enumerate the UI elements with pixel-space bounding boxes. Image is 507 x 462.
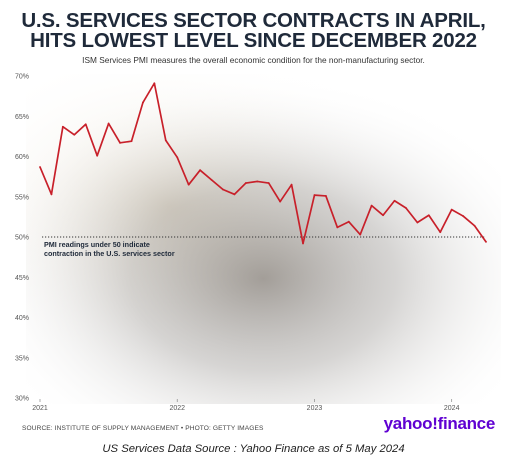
y-axis: 30% 35% 40% 45% 50% 55% 60% 65% 70% — [15, 74, 29, 403]
pmi-data-point — [382, 214, 384, 217]
x-axis: 2021 2022 2023 2024 — [32, 399, 460, 412]
pmi-data-point — [393, 199, 396, 202]
chart-card: U.S. SERVICES SECTOR CONTRACTS IN APRIL,… — [6, 4, 501, 441]
pmi-data-point — [222, 188, 224, 191]
y-tick-label: 30% — [15, 396, 29, 403]
pmi-data-points — [39, 82, 487, 245]
pmi-data-point — [359, 233, 362, 236]
pmi-data-point — [39, 166, 41, 168]
annotation-line-1: PMI readings under 50 indicate — [44, 240, 150, 249]
pmi-line-chart: 30% 35% 40% 45% 50% 55% 60% 65% 70% 2021 2022 2023… — [15, 74, 501, 412]
pmi-data-point — [96, 154, 99, 157]
pmi-data-point — [187, 183, 190, 186]
pmi-data-point — [336, 226, 339, 229]
image-caption: US Services Data Source : Yahoo Finance … — [102, 443, 405, 455]
annotation-line-2: contraction in the U.S. services sector — [44, 249, 175, 258]
pmi-data-point — [244, 182, 247, 184]
chart-title-line-1: U.S. SERVICES SECTOR CONTRACTS IN APRIL, — [21, 9, 486, 32]
pmi-data-point — [164, 139, 167, 142]
y-tick-label: 45% — [15, 275, 29, 282]
x-tick-label: 2021 — [32, 405, 48, 412]
pmi-data-point — [153, 82, 156, 85]
yahoo-finance-logo: yahoo!finance — [383, 414, 496, 433]
y-tick-label: 55% — [15, 194, 29, 201]
pmi-data-point — [313, 194, 316, 197]
pmi-data-point — [324, 195, 327, 197]
pmi-data-point — [370, 204, 373, 207]
pmi-data-point — [485, 240, 487, 243]
x-tick-label: 2023 — [307, 405, 323, 412]
pmi-data-point — [267, 182, 270, 184]
y-tick-label: 60% — [15, 154, 29, 161]
pmi-data-point — [61, 125, 64, 128]
pmi-data-point — [233, 193, 236, 196]
pmi-data-point — [84, 123, 87, 126]
chart-title-line-2: HITS LOWEST LEVEL SINCE DECEMBER 2022 — [30, 29, 477, 52]
pmi-series-line — [39, 82, 487, 245]
pmi-data-point — [50, 193, 53, 196]
pmi-data-point — [119, 141, 121, 144]
pmi-data-point — [473, 224, 476, 227]
pmi-data-point — [290, 183, 293, 186]
y-tick-label: 35% — [15, 355, 29, 362]
pmi-data-point — [302, 242, 304, 245]
pmi-data-point — [210, 178, 213, 181]
background-photo — [26, 74, 501, 404]
pmi-data-point — [439, 231, 442, 234]
y-tick-label: 40% — [15, 315, 29, 322]
pmi-data-point — [176, 156, 179, 159]
pmi-data-point — [450, 208, 453, 211]
pmi-data-point — [130, 140, 133, 143]
pmi-data-point — [199, 169, 202, 172]
chart-subtitle: ISM Services PMI measures the overall ec… — [82, 55, 425, 65]
x-tick-label: 2022 — [169, 405, 185, 412]
y-tick-label: 65% — [15, 114, 29, 121]
pmi-data-point — [462, 215, 465, 217]
pmi-data-point — [107, 122, 110, 125]
pmi-data-point — [427, 214, 430, 217]
pmi-data-point — [279, 200, 282, 203]
pmi-data-point — [256, 180, 259, 183]
pmi-data-point — [405, 207, 407, 209]
y-tick-label: 70% — [15, 74, 29, 81]
x-tick-label: 2024 — [444, 405, 460, 412]
pmi-data-point — [347, 220, 350, 223]
pmi-data-point — [416, 221, 419, 224]
y-tick-label: 50% — [15, 235, 29, 242]
pmi-data-point — [142, 101, 144, 104]
source-credit: SOURCE: INSTITUTE OF SUPPLY MANAGEMENT •… — [22, 425, 264, 432]
pmi-data-point — [73, 133, 76, 136]
